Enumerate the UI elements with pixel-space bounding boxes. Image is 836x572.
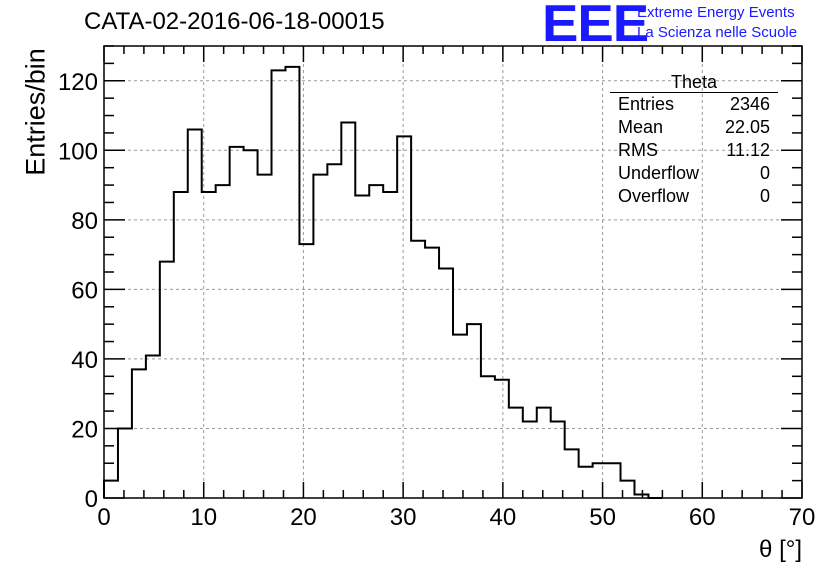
y-tick-label: 120 — [58, 69, 98, 96]
y-tick-label: 100 — [58, 138, 98, 165]
x-tick-labels: 0 10 20 30 40 50 60 70 — [97, 504, 815, 531]
y-tick-label: 40 — [71, 347, 98, 374]
x-tick-label: 60 — [689, 504, 716, 531]
stats-value: 0 — [759, 186, 770, 206]
stats-row-overflow: Overflow 0 — [610, 185, 778, 208]
x-axis-label: θ [°] — [759, 536, 802, 563]
chart-title: CATA-02-2016-06-18-00015 — [84, 8, 385, 35]
y-tick-label: 80 — [71, 208, 98, 235]
stats-title: Theta — [610, 72, 778, 93]
eee-logo: EEE — [542, 0, 649, 53]
stats-value: 22.05 — [724, 117, 770, 137]
stats-value: 2346 — [729, 94, 770, 114]
stats-row-entries: Entries 2346 — [610, 93, 778, 116]
x-tick-label: 0 — [97, 504, 110, 531]
x-tick-label: 30 — [390, 504, 417, 531]
y-tick-labels: 0 20 40 60 80 100 120 — [58, 69, 98, 513]
stats-value: 11.12 — [726, 140, 770, 160]
stats-row-rms: RMS 11.12 — [610, 139, 778, 162]
stats-row-mean: Mean 22.05 — [610, 116, 778, 139]
x-tick-label: 40 — [490, 504, 517, 531]
y-tick-label: 0 — [85, 486, 98, 513]
y-tick-label: 20 — [71, 416, 98, 443]
stats-box: Theta Entries 2346 Mean 22.05 RMS 11.12 … — [610, 72, 778, 208]
stats-label: Underflow — [618, 163, 700, 183]
x-tick-label: 50 — [589, 504, 616, 531]
y-tick-label: 60 — [71, 277, 98, 304]
logo-line-1: Extreme Energy Events — [637, 4, 795, 21]
axis-ticks — [103, 45, 803, 499]
stats-label: Entries — [618, 94, 675, 114]
x-tick-label: 10 — [190, 504, 217, 531]
stats-label: RMS — [618, 140, 658, 160]
stats-value: 0 — [759, 163, 770, 183]
stats-row-underflow: Underflow 0 — [610, 162, 778, 185]
x-tick-label: 20 — [290, 504, 317, 531]
y-axis-label: Entries/bin — [20, 48, 51, 176]
histogram-series — [103, 65, 663, 499]
logo-line-2: La Scienza nelle Scuole — [637, 24, 798, 41]
stats-label: Overflow — [618, 186, 690, 206]
x-tick-label: 70 — [789, 504, 816, 531]
stats-label: Mean — [618, 117, 664, 137]
